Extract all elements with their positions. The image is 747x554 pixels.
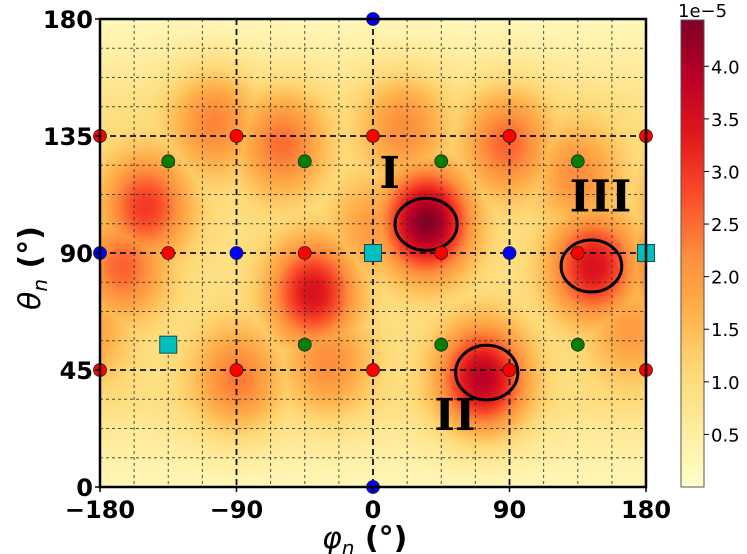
square-marker (159, 335, 178, 354)
x-axis-label-symbol: φ (322, 521, 342, 554)
green-marker (434, 154, 449, 169)
region-label-II: II (434, 390, 475, 441)
annotation-ellipses (393, 196, 624, 402)
region-ellipse-I (393, 196, 459, 252)
red-marker (161, 246, 176, 260)
colorbar-tick-label: 1.5 (711, 320, 740, 341)
y-tick-label: 0 (76, 474, 93, 502)
red-marker (570, 246, 585, 260)
colorbar-tick-label: 3.5 (711, 110, 740, 131)
colorbar-frame (680, 19, 705, 488)
colorbar-tick-label: 4.0 (711, 57, 740, 78)
x-tick-label: −90 (210, 496, 264, 524)
y-tick-label: 135 (43, 123, 93, 151)
green-marker (570, 337, 585, 352)
x-tick-label: −180 (65, 496, 135, 524)
colorbar-gradient (681, 20, 704, 487)
region-label-III: III (570, 171, 632, 222)
red-marker (502, 129, 517, 143)
colorbar-ticks: 0.5 1.0 1.5 2.0 2.5 3.0 3.5 4.0 (704, 57, 740, 446)
red-marker (366, 363, 380, 377)
y-axis-label-symbol: θ (13, 292, 48, 310)
red-marker (229, 129, 244, 143)
y-axis-label-sub: n (28, 279, 52, 292)
colorbar-tick-label: 0.5 (711, 425, 740, 446)
region-ellipse-II (454, 343, 520, 402)
blue-marker (229, 246, 244, 260)
square-marker (364, 244, 382, 262)
region-label-I: I (379, 148, 400, 199)
colorbar-tick-label: 1.0 (711, 373, 740, 394)
colorbar-tick-label: 2.0 (711, 268, 740, 289)
x-tick-label: 90 (493, 496, 526, 524)
red-marker (366, 129, 380, 143)
x-axis-label-unit: (°) (354, 521, 407, 554)
red-marker (229, 363, 244, 377)
y-axis-label: θn (°) (13, 226, 52, 310)
region-ellipse-III (559, 238, 624, 294)
x-axis-label-sub: n (342, 536, 355, 554)
x-tick-label: 0 (365, 496, 382, 524)
red-marker (434, 246, 449, 260)
y-tick-label: 180 (43, 6, 93, 34)
green-marker (434, 337, 449, 352)
green-marker (570, 154, 585, 169)
markers (93, 12, 655, 494)
blue-marker (502, 246, 517, 260)
y-axis-ticks: 0 45 90 135 180 (43, 6, 100, 502)
x-axis-label: φn (°) (322, 521, 407, 554)
y-tick-label: 90 (60, 240, 93, 268)
red-marker (502, 363, 517, 377)
y-tick-label: 45 (60, 357, 93, 385)
green-marker (161, 154, 176, 169)
colorbar-tick-label: 2.5 (711, 215, 740, 236)
green-marker (297, 154, 312, 169)
colorbar-tick-label: 3.0 (711, 162, 740, 183)
colorbar-multiplier: 1e−5 (678, 1, 727, 22)
red-marker (297, 246, 312, 260)
x-tick-label: 180 (621, 496, 671, 524)
x-axis-ticks: −180 −90 0 90 180 (65, 487, 671, 524)
green-marker (297, 337, 312, 352)
y-axis-label-unit: (°) (13, 226, 48, 279)
